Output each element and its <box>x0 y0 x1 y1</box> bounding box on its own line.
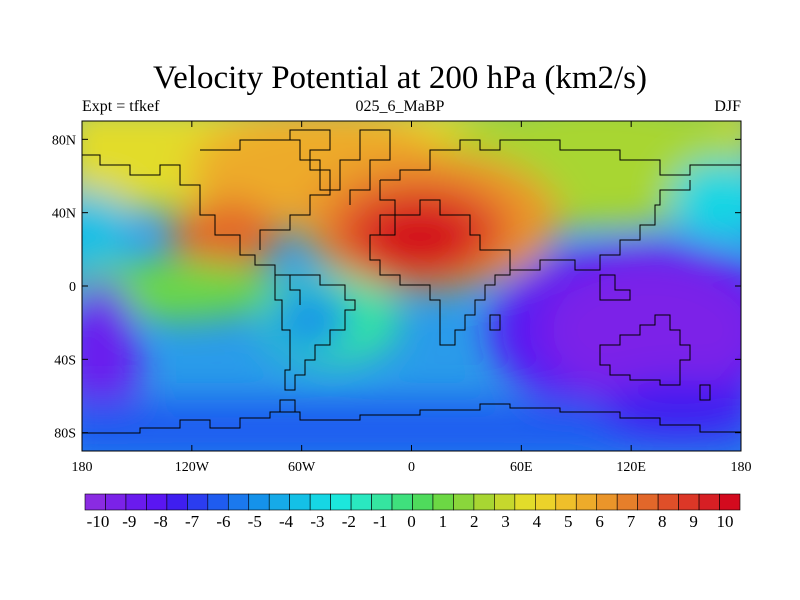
colorbar-swatch <box>248 493 270 511</box>
colorbar-swatch <box>289 493 311 511</box>
y-tick-label: 40S <box>54 353 76 368</box>
colorbar-label: -1 <box>373 512 387 531</box>
coast-arctic-canada <box>200 129 331 250</box>
colorbar-label: -4 <box>279 512 294 531</box>
colorbar-label: 9 <box>689 512 698 531</box>
axis-ticks: 180 120W 60W 0 60E 120E 180 80N 40N 0 40S 80S <box>52 121 752 475</box>
experiment-label: Expt = tfkef <box>82 98 160 115</box>
season-label: DJF <box>714 98 741 115</box>
colorbar-swatch <box>575 493 598 511</box>
coast-antarctic-peninsula <box>270 399 296 413</box>
colorbar-label: -8 <box>154 512 168 531</box>
colorbar-swatch <box>309 493 331 511</box>
colorbar-swatch <box>535 493 557 511</box>
colorbar-swatch <box>555 493 577 511</box>
colorbar-label: 7 <box>627 512 636 531</box>
colorbar-swatch <box>227 493 250 511</box>
field-east-pacific-cyan <box>670 160 741 240</box>
colorbar-swatch <box>330 493 352 511</box>
colorbar-swatch <box>453 493 475 511</box>
colorbar-swatch <box>391 493 413 511</box>
colorbar-swatch <box>514 493 536 511</box>
field-low-core <box>540 260 741 400</box>
colorbar-swatch <box>268 493 290 511</box>
colorbar-swatch <box>616 493 638 511</box>
colorbar-label: -5 <box>248 512 262 531</box>
colorbar-swatch <box>473 493 495 511</box>
colorbar-swatch <box>350 493 372 511</box>
x-tick-label: 60E <box>510 460 533 475</box>
field-high-core <box>365 205 475 275</box>
colorbar-label: -7 <box>185 512 200 531</box>
velocity-potential-field <box>82 121 741 451</box>
field-tropical-green <box>82 260 280 320</box>
colorbar-label: 3 <box>501 512 510 531</box>
coast-new-zealand <box>699 384 711 401</box>
field-se-low <box>600 380 741 440</box>
colorbar-swatch <box>637 493 659 511</box>
colorbar-label: -2 <box>342 512 356 531</box>
colorbar-label: 6 <box>595 512 604 531</box>
colorbar-swatch <box>207 493 229 511</box>
colorbar-swatch <box>84 493 106 511</box>
colorbar-swatch <box>657 493 679 511</box>
x-tick-label: 0 <box>408 460 415 475</box>
y-tick-label: 0 <box>69 280 76 295</box>
coast-africa <box>369 234 511 346</box>
colorbar-swatch <box>698 493 720 511</box>
colorbar-label: -6 <box>216 512 230 531</box>
x-tick-label: 180 <box>72 460 93 475</box>
colorbar-label: -3 <box>310 512 324 531</box>
coast-eurasia <box>379 139 741 271</box>
coast-south-america <box>274 274 356 391</box>
x-tick-label: 60W <box>288 460 316 475</box>
case-label: 025_6_MaBP <box>355 98 445 115</box>
y-tick-label: 80S <box>54 427 76 442</box>
colorbar-label: 0 <box>407 512 416 531</box>
colorbar-label: 1 <box>439 512 448 531</box>
colorbar-label: 10 <box>717 512 734 531</box>
colorbar-swatch <box>187 493 209 511</box>
x-tick-label: 120W <box>175 460 210 475</box>
colorbar-swatch <box>719 493 741 511</box>
coastlines <box>82 129 741 434</box>
coast-greenland <box>290 129 391 205</box>
colorbar-label: 4 <box>533 512 542 531</box>
coast-southeast-asia <box>489 274 631 331</box>
colorbar-swatch <box>494 493 516 511</box>
colorbar-swatch <box>596 493 618 511</box>
chart-title: Velocity Potential at 200 hPa (km2/s) <box>152 60 648 96</box>
colorbar-swatch <box>371 493 393 511</box>
colorbar: -10 -9 -8 -7 -6 -5 -4 -3 -2 -1 0 1 2 3 4 5 6 7 8 9 10 <box>84 493 741 531</box>
y-tick-label: 80N <box>52 133 76 148</box>
coast-australia <box>599 314 691 386</box>
field-west-low <box>82 280 140 440</box>
colorbar-label: 5 <box>564 512 573 531</box>
field-west-pacific-cyan <box>82 190 130 270</box>
colorbar-swatch <box>432 493 454 511</box>
colorbar-swatch <box>125 493 147 511</box>
coast-antarctica <box>82 403 741 434</box>
y-tick-label: 40N <box>52 207 76 222</box>
colorbar-swatch <box>678 493 700 511</box>
colorbar-swatch <box>412 493 434 511</box>
colorbar-label: 2 <box>470 512 479 531</box>
colorbar-swatch <box>105 493 127 511</box>
colorbar-swatch <box>166 493 188 511</box>
x-tick-label: 120E <box>616 460 646 475</box>
colorbar-label: -9 <box>122 512 136 531</box>
colorbar-label: -10 <box>87 512 110 531</box>
colorbar-swatch <box>146 493 168 511</box>
colorbar-label: 8 <box>658 512 667 531</box>
x-tick-label: 180 <box>731 460 752 475</box>
